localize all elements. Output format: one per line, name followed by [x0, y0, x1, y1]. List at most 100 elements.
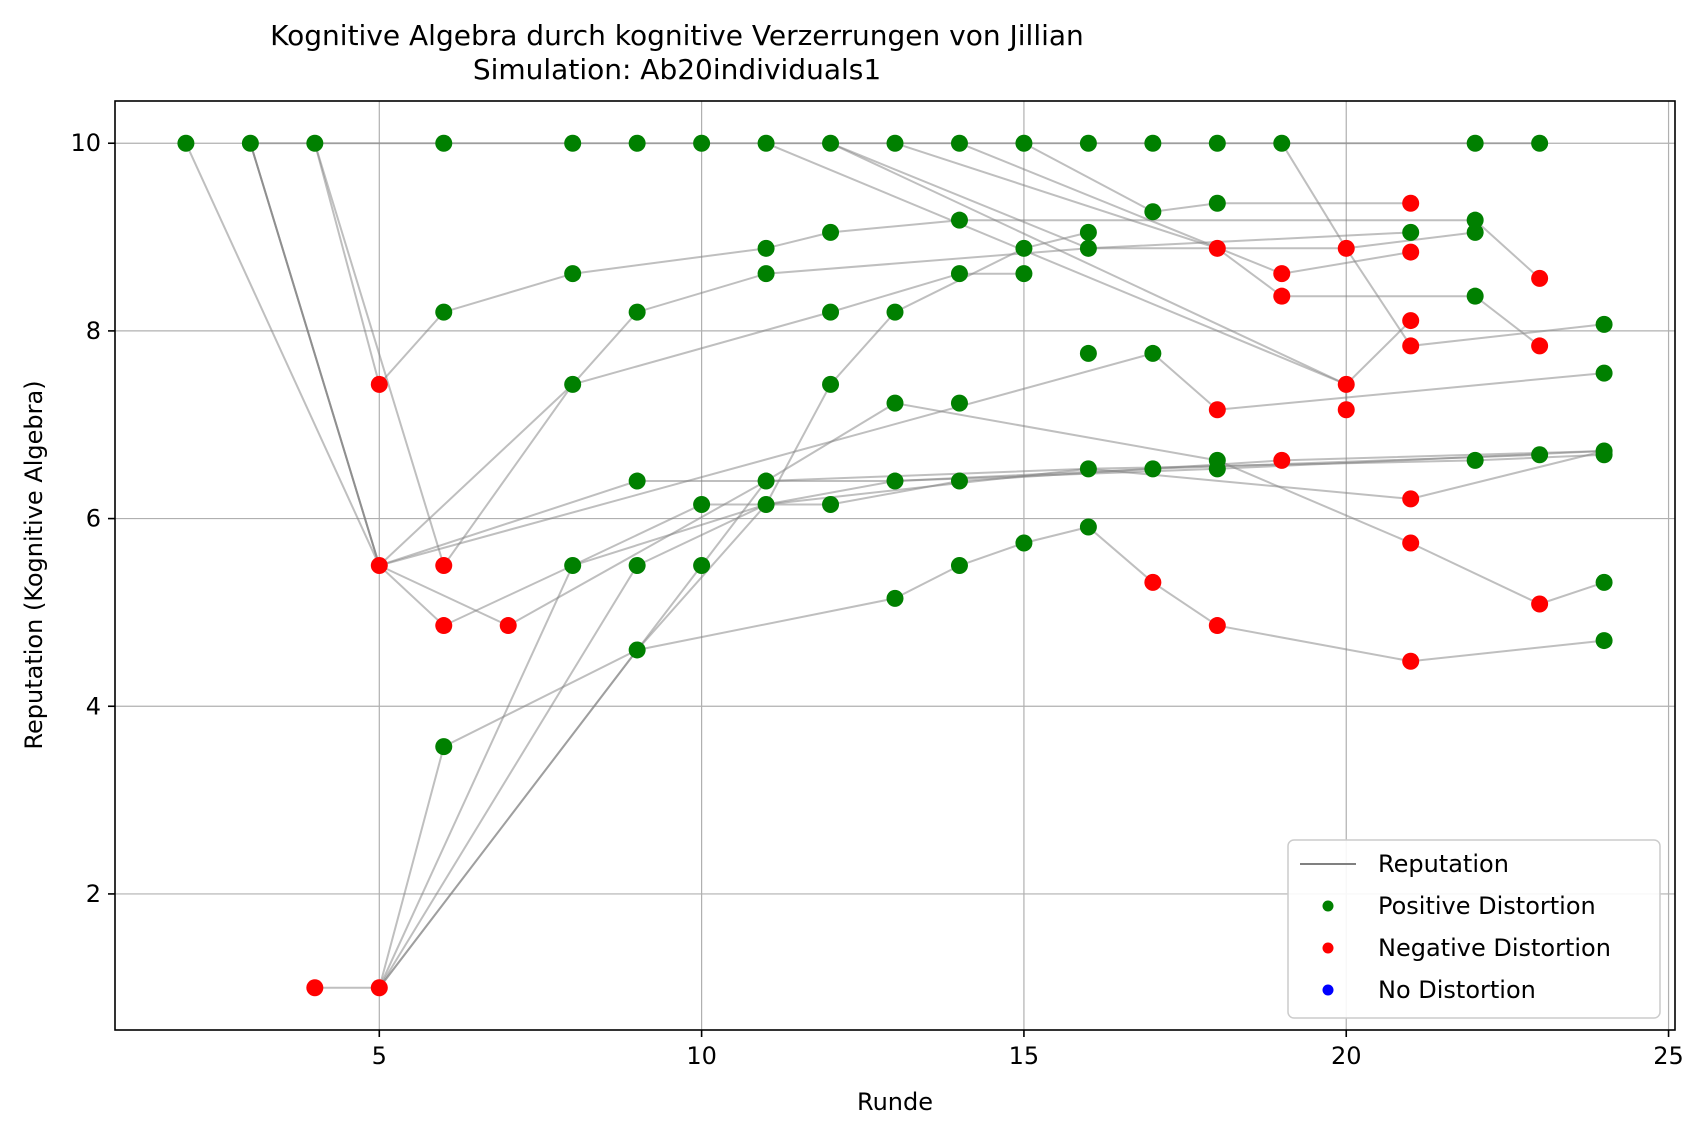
positive-distortion-point [950, 265, 968, 283]
negative-distortion-point [1402, 194, 1420, 212]
positive-distortion-point [950, 211, 968, 229]
positive-distortion-point [693, 557, 711, 574]
negative-distortion-point [1337, 375, 1355, 393]
positive-distortion-point [886, 472, 904, 490]
y-tick-label: 6 [86, 505, 101, 533]
reputation-line [1023, 142, 1411, 213]
positive-distortion-point [1595, 446, 1613, 464]
y-tick-label: 4 [86, 692, 101, 720]
positive-distortion-point [886, 303, 904, 321]
negative-distortion-point [1144, 573, 1162, 591]
y-axis-label: Reputation (Kognitive Algebra) [20, 380, 48, 749]
positive-distortion-point [757, 134, 775, 152]
positive-distortion-point [1466, 287, 1484, 305]
positive-distortion-point [1466, 451, 1484, 469]
positive-distortion-point [1208, 194, 1226, 212]
positive-distortion-point [1466, 211, 1484, 229]
x-tick-label: 5 [372, 1042, 387, 1070]
negative-distortion-point [370, 557, 388, 574]
x-tick-label: 20 [1331, 1042, 1362, 1070]
positive-distortion-point [1144, 344, 1162, 362]
positive-distortion-point [693, 134, 711, 152]
positive-distortion-point [1015, 534, 1033, 552]
data-points [177, 134, 1613, 997]
positive-distortion-point [757, 472, 775, 490]
reputation-line [249, 142, 1605, 627]
positive-distortion-point [822, 134, 840, 152]
positive-distortion-point [822, 496, 840, 514]
positive-distortion-point [1015, 265, 1033, 283]
positive-distortion-point [693, 496, 711, 514]
reputation-line [378, 453, 1605, 989]
legend-negative-swatch [1322, 942, 1334, 954]
plot-frame [114, 100, 1676, 1031]
positive-distortion-point [564, 375, 582, 393]
chart-subtitle: Simulation: Ab20individuals1 [473, 53, 881, 86]
positive-distortion-point [1595, 364, 1613, 382]
negative-distortion-point [370, 375, 388, 393]
positive-distortion-point [1015, 134, 1033, 152]
negative-distortion-point [1402, 534, 1420, 552]
negative-distortion-point [1402, 652, 1420, 670]
reputation-line [378, 231, 1411, 567]
negative-distortion-point [1402, 243, 1420, 261]
positive-distortion-point [950, 134, 968, 152]
reputation-line [830, 142, 1605, 347]
positive-distortion-point [1079, 134, 1097, 152]
positive-distortion-point [435, 738, 453, 756]
negative-distortion-point [1531, 595, 1549, 613]
positive-distortion-point [628, 641, 646, 659]
positive-distortion-point [306, 134, 324, 152]
x-tick-label: 10 [686, 1042, 717, 1070]
y-tick-label: 2 [86, 880, 101, 908]
x-tick-label: 25 [1653, 1042, 1684, 1070]
positive-distortion-point [177, 134, 195, 152]
positive-distortion-point [1144, 460, 1162, 478]
positive-distortion-point [1015, 239, 1033, 257]
positive-distortion-point [435, 134, 453, 152]
positive-distortion-point [886, 394, 904, 412]
positive-distortion-point [757, 265, 775, 283]
positive-distortion-point [1144, 134, 1162, 152]
positive-distortion-point [757, 239, 775, 257]
positive-distortion-point [950, 394, 968, 412]
negative-distortion-point [1208, 401, 1226, 419]
positive-distortion-point [435, 303, 453, 321]
positive-distortion-point [1079, 344, 1097, 362]
negative-distortion-point [1402, 312, 1420, 330]
legend-none-label: No Distortion [1378, 976, 1536, 1004]
positive-distortion-point [564, 265, 582, 283]
chart-title: Kognitive Algebra durch kognitive Verzer… [270, 19, 1084, 52]
positive-distortion-point [950, 557, 968, 574]
positive-distortion-point [628, 134, 646, 152]
positive-distortion-point [886, 134, 904, 152]
positive-distortion-point [628, 557, 646, 574]
negative-distortion-point [435, 617, 453, 635]
negative-distortion-point [1531, 337, 1549, 355]
negative-distortion-point [1208, 239, 1226, 257]
legend-negative-label: Negative Distortion [1378, 934, 1611, 962]
positive-distortion-point [1208, 460, 1226, 478]
positive-distortion-point [1273, 134, 1291, 152]
positive-distortion-point [822, 375, 840, 393]
negative-distortion-point [435, 557, 453, 574]
x-axis-label: Runde [857, 1088, 933, 1116]
negative-distortion-point [370, 979, 388, 997]
positive-distortion-point [950, 472, 968, 490]
negative-distortion-point [1402, 490, 1420, 508]
positive-distortion-point [1466, 223, 1484, 241]
negative-distortion-point [1337, 239, 1355, 257]
legend-box [1287, 839, 1661, 1019]
positive-distortion-point [241, 134, 259, 152]
positive-distortion-point [564, 557, 582, 574]
positive-distortion-point [822, 223, 840, 241]
positive-distortion-point [628, 472, 646, 490]
negative-distortion-point [1208, 617, 1226, 635]
positive-distortion-point [1208, 134, 1226, 152]
negative-distortion-point [1337, 401, 1355, 419]
negative-distortion-point [1273, 451, 1291, 469]
legend-positive-swatch [1322, 900, 1334, 912]
axis-ticks: 5 10 15 20 25 2 4 6 8 10 [70, 129, 1683, 1070]
positive-distortion-point [1079, 239, 1097, 257]
positive-distortion-point [757, 496, 775, 514]
